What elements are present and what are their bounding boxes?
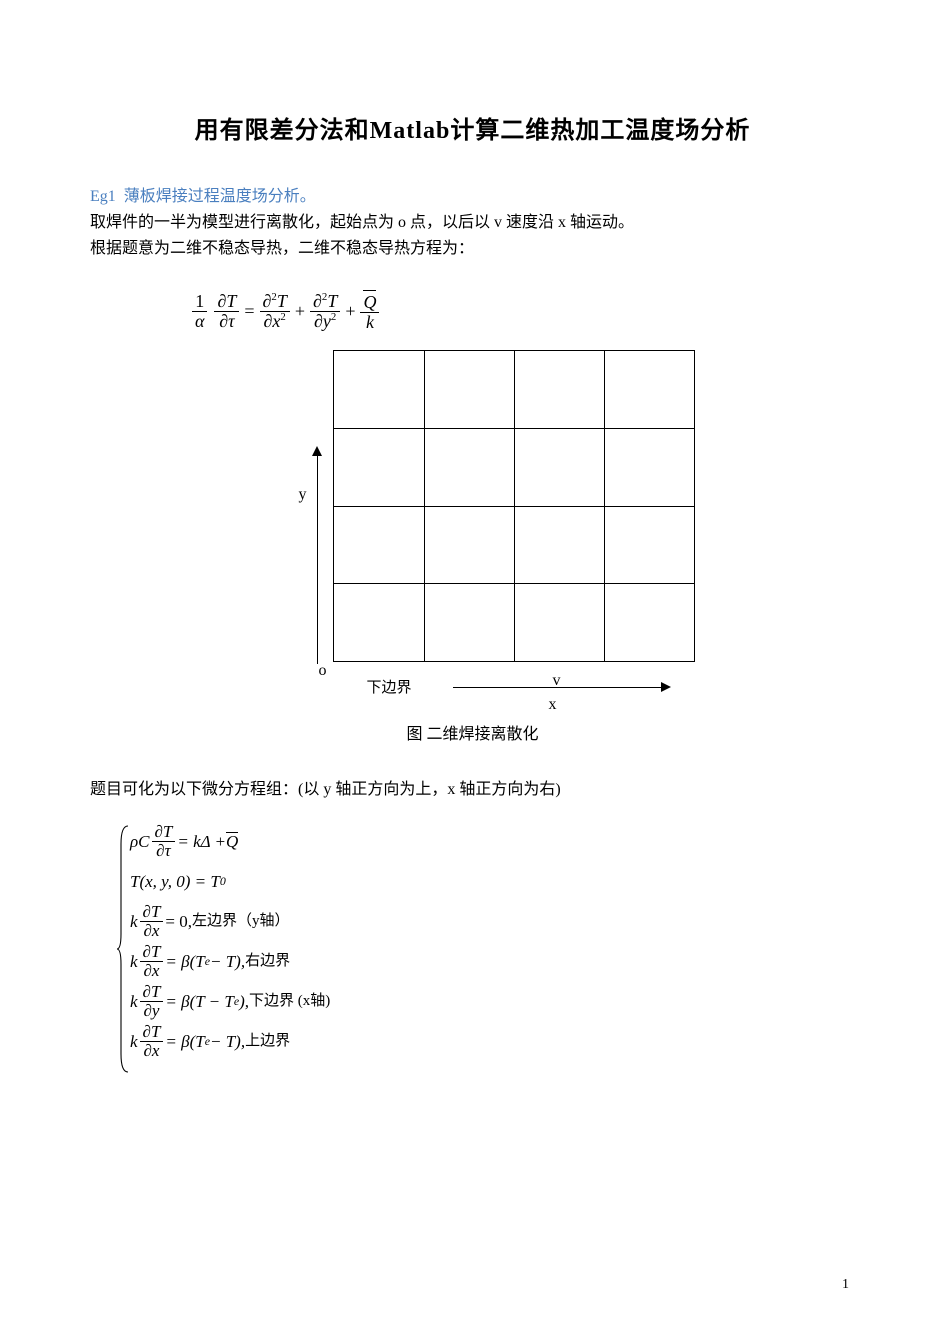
eq-frac-num: 1	[192, 292, 207, 312]
page-title: 用有限差分法和Matlab计算二维热加工温度场分析	[90, 110, 855, 145]
paragraph-2: 取焊件的一半为模型进行离散化，起始点为 o 点，以后以 v 速度沿 x 轴运动。	[90, 211, 855, 235]
grid-box	[333, 350, 695, 662]
y-axis-arrow-icon	[312, 446, 322, 456]
eq-row-4: k ∂T∂x = β(Te − T), 右边界	[130, 942, 855, 982]
example-line: Eg1 薄板焊接过程温度场分析。	[90, 185, 855, 209]
eq-row-5: k ∂T∂y = β(T − Te), 下边界 (x轴)	[130, 982, 855, 1022]
eq-row-3: k ∂T∂x = 0, 左边界（y轴）	[130, 902, 855, 942]
figure-grid: y o 下边界 v x	[243, 350, 703, 710]
equation-system: ρC ∂T∂τ = kΔ + Q T(x, y, 0) = T0 k ∂T∂x …	[130, 822, 855, 1062]
example-label: Eg1 薄板焊接过程温度场分析。	[90, 188, 316, 205]
page: 用有限差分法和Matlab计算二维热加工温度场分析 Eg1 薄板焊接过程温度场分…	[0, 0, 945, 1337]
paragraph-3: 根据题意为二维不稳态导热，二维不稳态导热方程为：	[90, 237, 855, 261]
eq-row-6: k ∂T∂x = β(Te − T), 上边界	[130, 1022, 855, 1062]
x-axis-label: x	[549, 696, 557, 714]
title-pre: 用有限差分法和	[195, 117, 370, 144]
y-axis	[317, 452, 318, 664]
main-equation: 1α ∂T∂τ = ∂2T ∂x2 + ∂2T ∂y2 + Q k	[190, 291, 855, 332]
origin-label: o	[319, 662, 327, 680]
paragraph-4: 题目可化为以下微分方程组：(以 y 轴正方向为上，x 轴正方向为右)	[90, 778, 855, 802]
bottom-boundary-label: 下边界	[367, 676, 412, 697]
y-axis-label: y	[299, 486, 307, 504]
eq-row-1: ρC ∂T∂τ = kΔ + Q	[130, 822, 855, 862]
title-latin: Matlab	[370, 118, 451, 144]
eq-row-2: T(x, y, 0) = T0	[130, 862, 855, 902]
eq-frac-den: α	[192, 312, 207, 331]
eq-equals: =	[244, 301, 254, 322]
page-number: 1	[842, 1277, 849, 1293]
figure-caption: 图 二维焊接离散化	[90, 720, 855, 744]
v-label: v	[553, 672, 561, 690]
left-brace-icon	[116, 824, 132, 1074]
x-axis-arrow-icon	[661, 682, 671, 692]
title-post: 计算二维热加工温度场分析	[450, 117, 750, 144]
